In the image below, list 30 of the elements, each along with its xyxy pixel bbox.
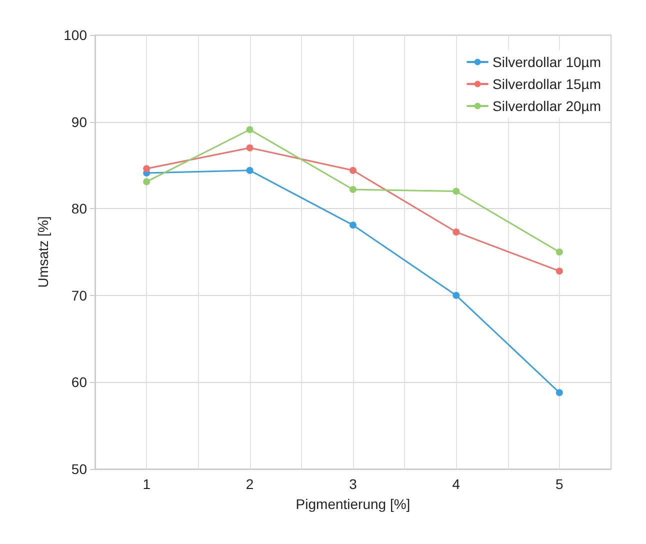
x-tick-label: 2	[246, 476, 254, 492]
y-tick-label: 80	[71, 200, 88, 217]
y-tick-label: 60	[71, 374, 88, 390]
y-axis-title: Umsatz [%]	[35, 216, 51, 288]
x-tick-label: 3	[349, 476, 358, 492]
point	[246, 144, 254, 152]
point	[556, 389, 563, 396]
point	[452, 292, 460, 299]
point	[556, 268, 563, 275]
y-tick-label: 100	[64, 27, 88, 43]
legend-label: Silverdollar 20µm	[492, 98, 602, 114]
point	[143, 165, 150, 172]
point	[143, 178, 150, 186]
y-tick-label: 70	[71, 287, 88, 304]
x-tick-label: 5	[556, 476, 564, 492]
point	[350, 186, 356, 193]
point	[246, 126, 254, 134]
x-axis-title: Pigmentierung [%]	[296, 496, 410, 512]
point	[452, 188, 460, 195]
point	[350, 222, 356, 229]
x-tick-label: 1	[142, 476, 151, 492]
point	[452, 228, 460, 236]
x-tick-label: 4	[452, 476, 460, 492]
y-tick-label: 90	[71, 114, 88, 130]
point	[350, 166, 356, 174]
y-tick-label: 50	[71, 461, 88, 477]
point	[246, 166, 254, 174]
legend-label: Silverdollar 10µm	[492, 54, 602, 70]
legend-label: Silverdollar 15µm	[492, 76, 602, 92]
point	[556, 248, 563, 256]
